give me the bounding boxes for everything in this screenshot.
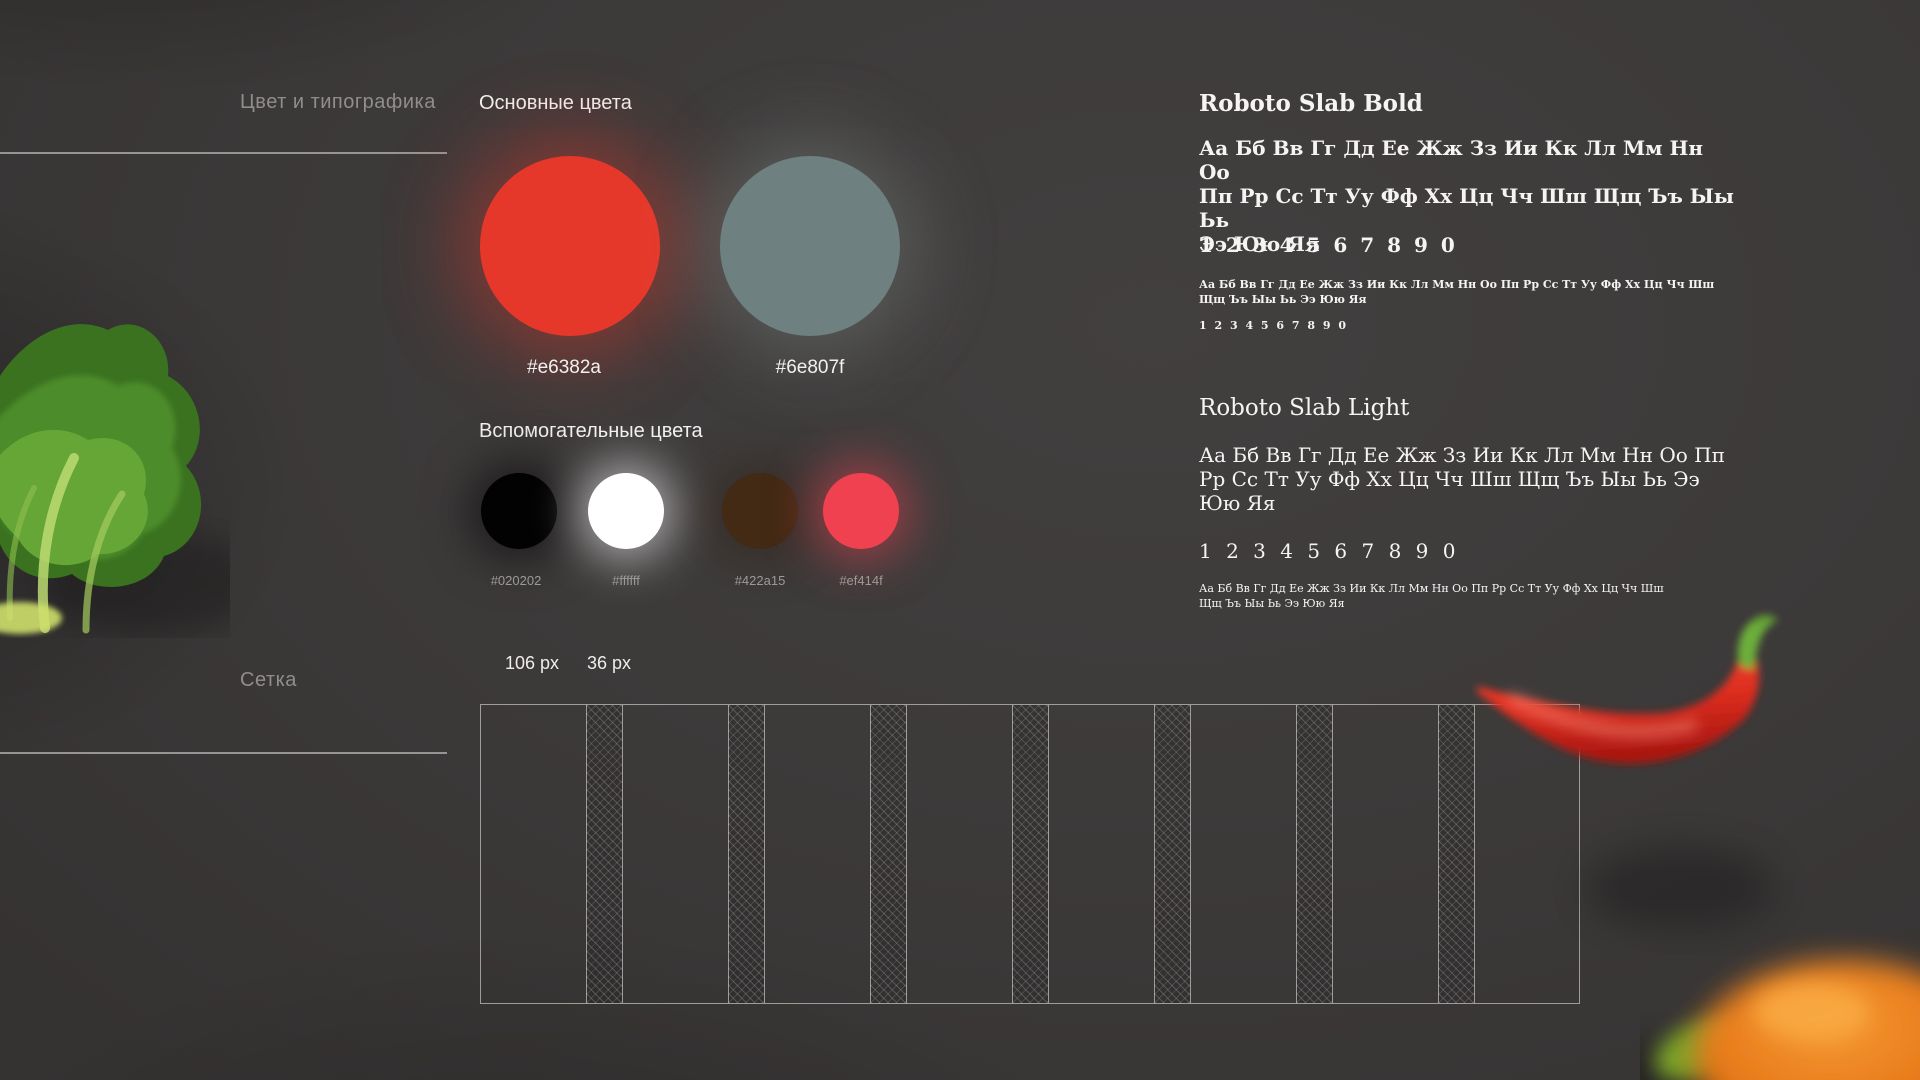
primary-colors-heading: Основные цвета (479, 92, 632, 114)
sidebar-divider (0, 752, 447, 754)
secondary-colors-heading: Вспомогательные цвета (479, 420, 703, 442)
hex-label: #020202 (490, 573, 542, 588)
grid-gutter (1296, 705, 1332, 1003)
alphabet-sample-light: Аа Бб Вв Гг Дд Ее Жж Зз Ии Кк Лл Мм Нн О… (1199, 443, 1725, 515)
hex-label: #ef414f (839, 573, 883, 588)
numbers-sample-light: 1 2 3 4 5 6 7 8 9 0 (1199, 539, 1460, 563)
grid-gutter (728, 705, 764, 1003)
grid-column (1190, 705, 1296, 1003)
grid-gutter-width-label: 36 px (587, 653, 632, 673)
color-swatch-white (588, 473, 664, 549)
grid-column (480, 705, 586, 1003)
lettuce-image (0, 324, 230, 635)
numbers-sample-bold-small: 1 2 3 4 5 6 7 8 9 0 (1199, 319, 1349, 332)
typography-section: Roboto Slab Bold Аа Бб Вв Гг Дд Ее Жж Зз… (1199, 0, 1759, 1080)
hex-label: #6e807f (775, 357, 845, 378)
grid-column (1048, 705, 1154, 1003)
grid-column (1332, 705, 1438, 1003)
color-swatch-black (481, 473, 557, 549)
grid-gutter (1438, 705, 1474, 1003)
hex-label: #ffffff (612, 573, 640, 588)
sidebar-divider (0, 152, 447, 154)
alphabet-sample-bold-small: Аа Бб Вв Гг Дд Ее Жж Зз Ии Кк Лл Мм Нн О… (1199, 278, 1715, 306)
color-swatch-brown (722, 473, 798, 549)
hex-label: #e6382a (527, 357, 601, 378)
color-swatch-primary-red (480, 156, 660, 336)
grid-column-width-label: 106 px (505, 653, 560, 673)
lettuce-shadow (40, 531, 230, 635)
hex-label: #422a15 (734, 573, 786, 588)
sidebar-item-color-typography: Цвет и типографика (240, 91, 436, 113)
color-swatch-red-pink (823, 473, 899, 549)
grid-gutter (586, 705, 622, 1003)
alphabet-sample-bold: Аа Бб Вв Гг Дд Ее Жж Зз Ии Кк Лл Мм Нн О… (1199, 136, 1734, 256)
grid-box (480, 704, 1580, 1004)
grid-column (764, 705, 870, 1003)
alphabet-sample-light-small: Аа Бб Вв Гг Дд Ее Жж Зз Ии Кк Лл Мм Нн О… (1199, 582, 1664, 610)
font-name-light: Roboto Slab Light (1199, 395, 1410, 421)
font-name-bold: Roboto Slab Bold (1199, 90, 1423, 117)
numbers-sample-bold: 1 2 3 4 5 6 7 8 9 0 (1199, 233, 1458, 257)
grid-gutter (1154, 705, 1190, 1003)
grid-gutter (870, 705, 906, 1003)
grid-gutter (1012, 705, 1048, 1003)
sidebar-item-grid: Сетка (240, 669, 297, 691)
color-swatch-primary-teal (720, 156, 900, 336)
grid-column (1474, 705, 1580, 1003)
grid-column (622, 705, 728, 1003)
grid-column (906, 705, 1012, 1003)
